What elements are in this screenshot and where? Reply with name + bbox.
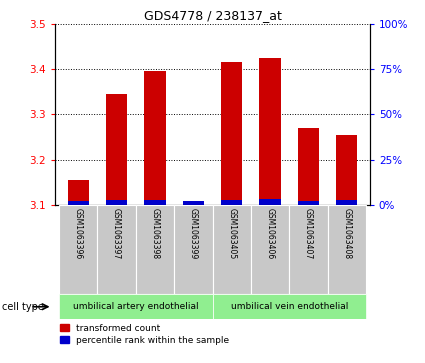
Bar [59,294,212,319]
Text: GSM1063406: GSM1063406 [266,208,275,259]
Text: umbilical vein endothelial: umbilical vein endothelial [230,302,348,311]
Bar [221,200,242,205]
Text: GSM1063407: GSM1063407 [304,208,313,259]
Text: GSM1063397: GSM1063397 [112,208,121,259]
Text: GSM1063399: GSM1063399 [189,208,198,259]
Bar [260,58,280,205]
Bar [212,294,366,319]
Bar [144,200,165,205]
Bar [183,203,204,205]
Bar [144,71,165,205]
Bar [251,205,289,294]
Bar [260,199,280,205]
Bar [328,205,366,294]
Title: GDS4778 / 238137_at: GDS4778 / 238137_at [144,9,281,23]
Bar [68,200,89,205]
Bar [136,205,174,294]
Bar [183,201,204,205]
Text: GSM1063408: GSM1063408 [342,208,351,259]
Bar [106,94,127,205]
Text: umbilical artery endothelial: umbilical artery endothelial [73,302,198,311]
Bar [106,200,127,205]
Text: GSM1063405: GSM1063405 [227,208,236,259]
Bar [289,205,328,294]
Bar [336,200,357,205]
Bar [336,135,357,205]
Legend: transformed count, percentile rank within the sample: transformed count, percentile rank withi… [60,324,229,344]
Bar [59,205,97,294]
Bar [221,62,242,205]
Bar [97,205,136,294]
Bar [174,205,212,294]
Bar [68,180,89,205]
Bar [298,128,319,205]
Bar [298,200,319,205]
Text: GSM1063396: GSM1063396 [74,208,83,259]
Text: cell type: cell type [2,302,44,312]
Bar [212,205,251,294]
Text: GSM1063398: GSM1063398 [150,208,159,259]
